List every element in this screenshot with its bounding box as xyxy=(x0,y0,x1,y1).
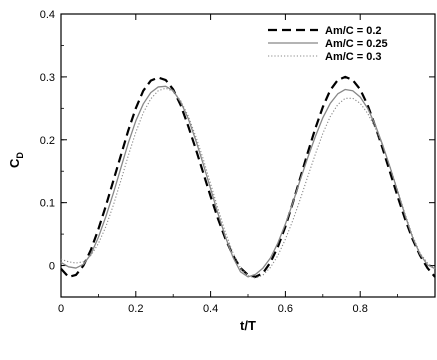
y-axis-title: CD xyxy=(7,152,25,168)
x-tick-label: 0.8 xyxy=(353,303,368,315)
y-tick-label: 0 xyxy=(49,261,55,273)
x-tick-label: 0.4 xyxy=(203,303,218,315)
series-layer xyxy=(60,75,436,279)
series-line-2 xyxy=(60,85,436,278)
x-tick-label: 0.2 xyxy=(128,303,143,315)
x-tick-label: 0.6 xyxy=(278,303,293,315)
y-tick-label: 0.3 xyxy=(40,72,55,84)
series-line-3 xyxy=(60,87,436,279)
y-tick-label: 0.4 xyxy=(40,9,55,21)
y-axis: 0 0.1 0.2 0.3 0.4 xyxy=(40,9,435,298)
legend-label-2: Am/C = 0.25 xyxy=(325,38,388,50)
legend-label-3: Am/C = 0.3 xyxy=(325,51,382,63)
legend-label-1: Am/C = 0.2 xyxy=(325,25,382,37)
x-axis: 0 0.2 0.4 0.6 0.8 xyxy=(58,14,399,315)
y-tick-label: 0.2 xyxy=(40,135,55,147)
x-axis-title: t/T xyxy=(240,318,256,333)
plot-frame xyxy=(60,13,436,298)
y-tick-label: 0.1 xyxy=(40,198,55,210)
x-tick-label: 0 xyxy=(58,303,64,315)
y-axis-title-main: C xyxy=(7,158,22,168)
y-axis-title-sub: D xyxy=(15,152,25,159)
